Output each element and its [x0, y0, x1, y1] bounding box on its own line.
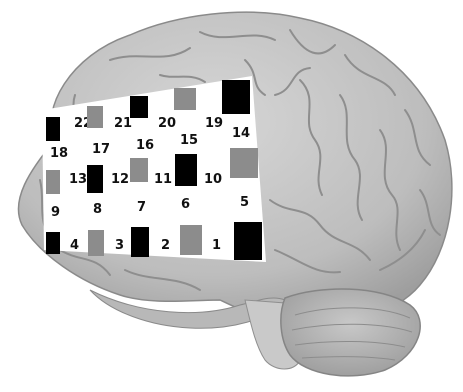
electrode-label: 20 [158, 116, 176, 131]
electrode-label: 15 [180, 133, 198, 148]
electrode-label: 1 [212, 238, 221, 253]
electrode-label: 17 [92, 142, 110, 157]
cerebellum-folia [291, 307, 413, 361]
electrode-label: 4 [70, 238, 79, 253]
electrode-square [46, 232, 60, 254]
cerebellum [280, 288, 421, 377]
electrode-square [174, 88, 196, 110]
electrode-label: 21 [114, 116, 132, 131]
electrode-label: 10 [204, 172, 222, 187]
electrode-square [230, 148, 258, 178]
electrode-label: 12 [111, 172, 129, 187]
electrode-label: 8 [93, 202, 102, 217]
electrode-square [130, 96, 148, 118]
electrode-square [131, 227, 149, 257]
electrode-square [234, 222, 262, 260]
electrode-label: 3 [115, 238, 124, 253]
electrode-label: 16 [136, 138, 154, 153]
electrode-label: 14 [232, 126, 250, 141]
electrode-label: 13 [69, 172, 87, 187]
electrode-label: 5 [240, 195, 249, 210]
electrode-square [222, 80, 250, 114]
electrode-square [88, 230, 104, 256]
electrode-label: 11 [154, 172, 172, 187]
electrode-square [87, 165, 103, 193]
electrode-square [87, 106, 103, 128]
electrode-label: 9 [51, 205, 60, 220]
electrode-label: 19 [205, 116, 223, 131]
electrode-label: 2 [161, 238, 170, 253]
electrode-square [46, 117, 60, 141]
electrode-square [175, 154, 197, 186]
electrode-square [180, 225, 202, 255]
electrode-square [130, 158, 148, 182]
electrode-label: 6 [181, 197, 190, 212]
electrode-label: 18 [50, 146, 68, 161]
electrode-label: 7 [137, 200, 146, 215]
electrode-square [46, 170, 60, 194]
